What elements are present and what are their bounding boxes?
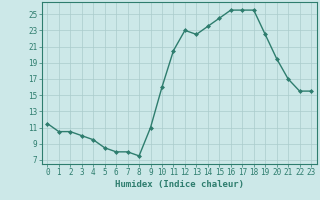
X-axis label: Humidex (Indice chaleur): Humidex (Indice chaleur)	[115, 180, 244, 189]
